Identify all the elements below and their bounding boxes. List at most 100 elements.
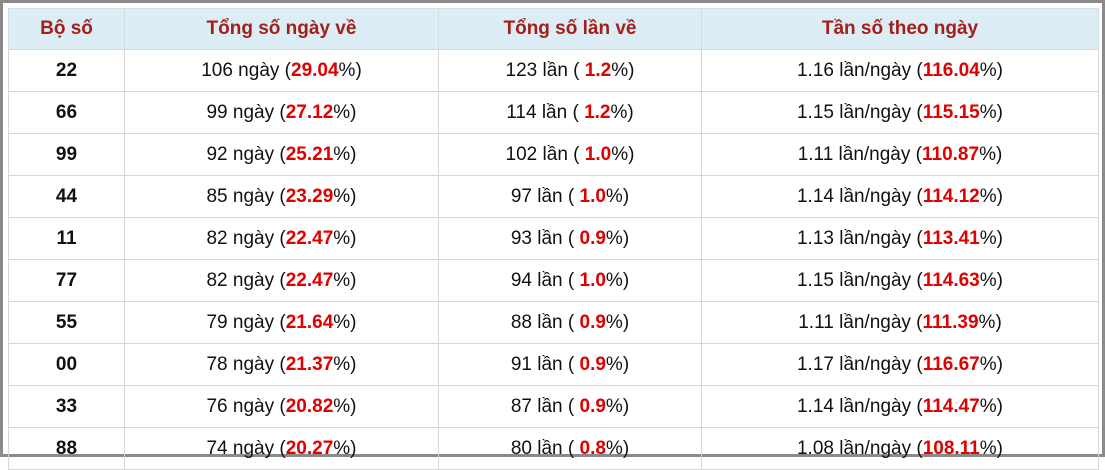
cell-text: %): [338, 59, 362, 81]
number-cell: 77: [8, 259, 125, 302]
stat-cell: 74 ngày (20.27%): [124, 427, 439, 470]
percent-value: 114.47: [922, 395, 980, 417]
percent-value: 21.37: [285, 353, 334, 375]
cell-text: 1.11 lần/ngày (: [798, 311, 923, 333]
percent-value: 20.82: [285, 395, 334, 417]
cell-text: %): [978, 311, 1002, 333]
stat-cell: 1.15 lần/ngày (115.15%): [701, 91, 1099, 134]
stat-cell: 1.11 lần/ngày (111.39%): [701, 301, 1099, 344]
percent-value: 113.41: [922, 227, 980, 249]
cell-text: 1.08 lần/ngày (: [796, 437, 923, 459]
cell-text: 94 lần (: [510, 269, 580, 291]
header-cell: Bộ số: [8, 8, 125, 50]
cell-text: %): [979, 59, 1003, 81]
percent-value: 0.9: [579, 353, 606, 375]
header-cell: Tần số theo ngày: [701, 8, 1099, 50]
stat-cell: 1.17 lần/ngày (116.67%): [701, 343, 1099, 386]
percent-value: 20.27: [285, 437, 334, 459]
cell-text: 79 ngày (: [206, 311, 286, 333]
cell-text: %): [605, 227, 630, 249]
percent-value: 115.15: [922, 101, 980, 123]
percent-value: 1.2: [584, 101, 611, 123]
stat-cell: 87 lần ( 0.9%): [438, 385, 702, 428]
header-cell: Tổng số lần về: [438, 8, 702, 50]
cell-text: %): [610, 101, 634, 123]
stat-cell: 76 ngày (20.82%): [124, 385, 439, 428]
stat-cell: 80 lần ( 0.8%): [438, 427, 702, 470]
percent-value: 116.04: [922, 59, 980, 81]
percent-value: 22.47: [285, 227, 334, 249]
cell-text: 91 lần (: [510, 353, 580, 375]
cell-text: 1.13 lần/ngày (: [796, 227, 923, 249]
cell-text: %): [333, 395, 357, 417]
number-cell: 11: [8, 217, 125, 260]
table-row: 44 85 ngày (23.29%) 97 lần ( 1.0%) 1.14 lần…: [8, 175, 1099, 218]
percent-value: 111.39: [922, 311, 979, 333]
percent-value: 0.8: [579, 437, 606, 459]
cell-text: 74 ngày (: [206, 437, 286, 459]
percent-value: 110.87: [921, 143, 980, 165]
cell-text: %): [333, 101, 357, 123]
cell-text: 93 lần (: [510, 227, 580, 249]
stat-cell: 79 ngày (21.64%): [124, 301, 439, 344]
cell-text: 123 lần (: [505, 59, 585, 81]
cell-text: %): [333, 185, 357, 207]
percent-value: 0.9: [579, 311, 606, 333]
table-row: 00 78 ngày (21.37%) 91 lần ( 0.9%) 1.17 lần…: [8, 343, 1099, 386]
number-cell: 55: [8, 301, 125, 344]
table-row: 55 79 ngày (21.64%) 88 lần ( 0.9%) 1.11 lần…: [8, 301, 1099, 344]
number-cell: 00: [8, 343, 125, 386]
stat-cell: 106 ngày (29.04%): [124, 49, 439, 92]
table-row: 22 106 ngày (29.04%) 123 lần ( 1.2%) 1.16 l…: [8, 49, 1099, 92]
stat-cell: 1.11 lần/ngày (110.87%): [701, 133, 1099, 176]
cell-text: 82 ngày (: [206, 269, 286, 291]
percent-value: 1.0: [579, 269, 606, 291]
number-cell: 22: [8, 49, 125, 92]
cell-text: %): [333, 227, 357, 249]
percent-value: 21.64: [285, 311, 334, 333]
stat-cell: 82 ngày (22.47%): [124, 259, 439, 302]
cell-text: 1.15 lần/ngày (: [796, 269, 923, 291]
number-cell: 99: [8, 133, 125, 176]
number-cell: 88: [8, 427, 125, 470]
number-cell: 33: [8, 385, 125, 428]
cell-text: 114 lần (: [506, 101, 585, 123]
cell-text: %): [979, 185, 1003, 207]
cell-text: %): [979, 143, 1003, 165]
cell-text: 85 ngày (: [206, 185, 286, 207]
stat-cell: 85 ngày (23.29%): [124, 175, 439, 218]
cell-text: %): [605, 437, 630, 459]
percent-value: 108.11: [922, 437, 980, 459]
percent-value: 29.04: [291, 59, 339, 81]
percent-value: 114.12: [922, 185, 980, 207]
percent-value: 22.47: [285, 269, 334, 291]
percent-value: 23.29: [285, 185, 334, 207]
stat-cell: 1.14 lần/ngày (114.47%): [701, 385, 1099, 428]
cell-text: %): [979, 101, 1003, 123]
cell-text: %): [333, 353, 357, 375]
stat-cell: 88 lần ( 0.9%): [438, 301, 702, 344]
stat-cell: 1.16 lần/ngày (116.04%): [701, 49, 1099, 92]
cell-text: 1.16 lần/ngày (: [796, 59, 923, 81]
cell-text: %): [605, 311, 630, 333]
cell-text: %): [605, 353, 630, 375]
cell-text: %): [979, 395, 1003, 417]
cell-text: 1.11 lần/ngày (: [797, 143, 922, 165]
cell-text: 99 ngày (: [206, 101, 286, 123]
number-cell: 44: [8, 175, 125, 218]
cell-text: 1.14 lần/ngày (: [796, 185, 923, 207]
cell-text: 88 lần (: [510, 311, 580, 333]
cell-text: %): [611, 59, 635, 81]
cell-text: 92 ngày (: [206, 143, 286, 165]
cell-text: 76 ngày (: [206, 395, 286, 417]
cell-text: %): [333, 269, 357, 291]
cell-text: 1.14 lần/ngày (: [796, 395, 923, 417]
stat-cell: 91 lần ( 0.9%): [438, 343, 702, 386]
percent-value: 0.9: [579, 395, 606, 417]
cell-text: %): [979, 269, 1003, 291]
cell-text: 97 lần (: [510, 185, 580, 207]
cell-text: %): [979, 227, 1003, 249]
cell-text: 78 ngày (: [206, 353, 286, 375]
cell-text: 1.15 lần/ngày (: [796, 101, 923, 123]
